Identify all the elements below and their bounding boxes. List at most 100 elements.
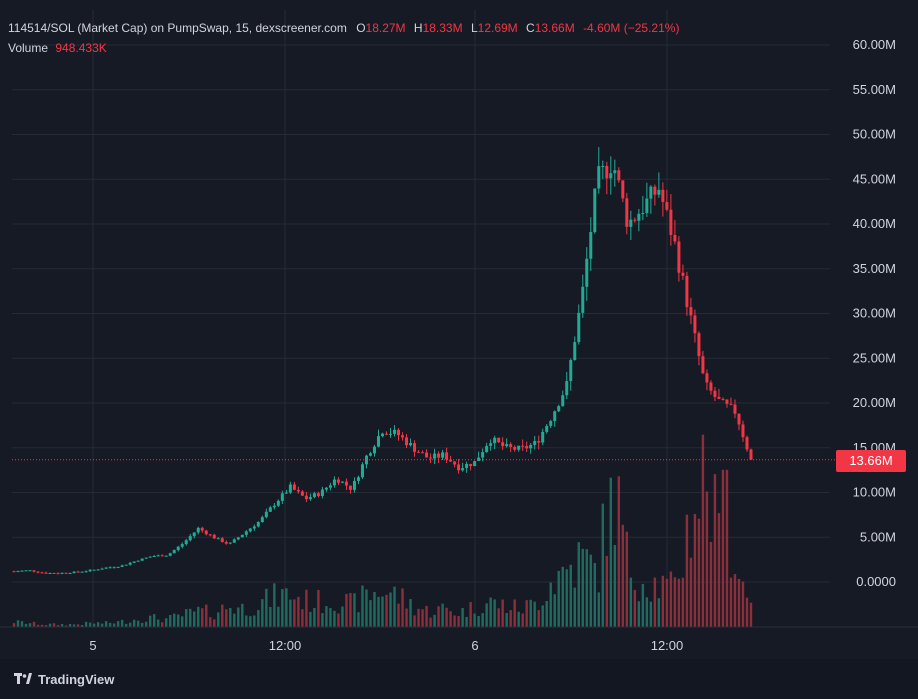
volume-bar [477,616,480,627]
candle-body [673,234,677,242]
volume-bar [253,615,256,627]
volume-bar [189,608,192,627]
candle-body [228,542,232,544]
volume-bar [329,608,332,627]
volume-bar [285,588,288,627]
y-tick-label: 45.00M [853,171,896,186]
volume-bar [433,614,436,627]
volume-bar [609,477,613,627]
candle-body [116,566,120,568]
candle-body [280,493,284,501]
candle-body [701,356,705,374]
volume-bar [181,616,184,627]
candle-body [405,437,409,446]
candle-body [457,464,461,471]
volume-bar [229,607,232,627]
candle-body [473,460,477,467]
candle-body [433,453,437,459]
volume-bar [681,577,685,627]
candle-body [292,484,296,490]
candle-body [12,571,16,573]
candle-body [693,315,697,334]
candle-body [521,445,525,447]
volume-bar [373,591,376,627]
volume-bar [92,623,96,627]
footer: TradingView [0,659,918,699]
volume-bar [193,611,196,627]
volume-bar [221,604,224,627]
candle-body [397,429,401,436]
volume-bar [625,531,629,627]
volume-bar [88,622,92,627]
candle-body [272,505,276,508]
volume-bar [705,491,709,627]
candle-body [721,398,725,400]
candle-body [300,491,304,496]
volume-bar [745,597,749,627]
volume-bar [661,575,665,627]
volume-bar [577,542,580,627]
candle-body [252,526,256,529]
volume-bar [389,592,392,627]
volume-bar [437,606,440,627]
candle-body [449,459,453,462]
candle-body [505,444,509,447]
volume-bar [397,603,400,627]
candle-body [248,528,252,532]
volume-bar [36,624,40,627]
candle-body [356,477,360,481]
volume-bar [537,610,540,627]
candle-body [304,495,308,500]
candle-body [613,170,617,174]
candle-body [232,539,236,543]
volume-bar [217,612,220,627]
volume-bar [653,577,657,627]
volume-label: Volume [8,41,49,55]
candle-body [497,437,501,443]
volume-bar [40,624,44,627]
volume-bar [116,621,120,627]
candles [12,147,753,575]
volume-bar [80,624,84,627]
grid [12,10,830,627]
volume-bar [493,599,496,627]
candle-body [112,567,116,569]
volume-bar [140,622,144,627]
volume-bar [309,611,312,627]
x-axis: 5 12:00 6 12:00 [0,626,918,653]
volume-bar [749,602,753,627]
volume-bar [20,621,24,627]
volume-bar [473,613,476,627]
candle-body [340,481,344,483]
tradingview-brand[interactable]: TradingView [14,672,114,687]
volume-bar [241,603,244,627]
y-axis: 60.00M 55.00M 50.00M 45.00M 40.00M 35.00M 30.0… [853,37,896,589]
volume-bar [401,588,404,627]
volume-bar [417,608,420,627]
close-label: C [526,21,535,35]
volume-bar [177,614,180,627]
candle-body [160,555,164,557]
candle-body [336,479,340,483]
candle-body [236,537,240,540]
y-tick-label: 25.00M [853,350,896,365]
candlestick-chart[interactable]: 60.00M55.00M50.00M45.00M40.00M35.00M30.0… [0,0,918,659]
volume-bar [589,554,592,627]
volume-bar [513,599,516,627]
candle-body [348,485,352,490]
volume-bar [269,607,272,627]
close-value: 13.66M [534,21,575,35]
volume-bar [369,600,372,627]
candle-body [641,213,645,215]
candle-body [469,463,473,467]
candle-body [240,534,244,538]
candle-body [164,555,168,557]
candle-body [417,451,421,453]
candle-body [100,568,104,570]
volume-bar [305,589,308,627]
volume-bar [76,624,80,627]
y-tick-label: 40.00M [853,216,896,231]
candle-body [28,570,32,572]
candle-body [108,567,112,569]
